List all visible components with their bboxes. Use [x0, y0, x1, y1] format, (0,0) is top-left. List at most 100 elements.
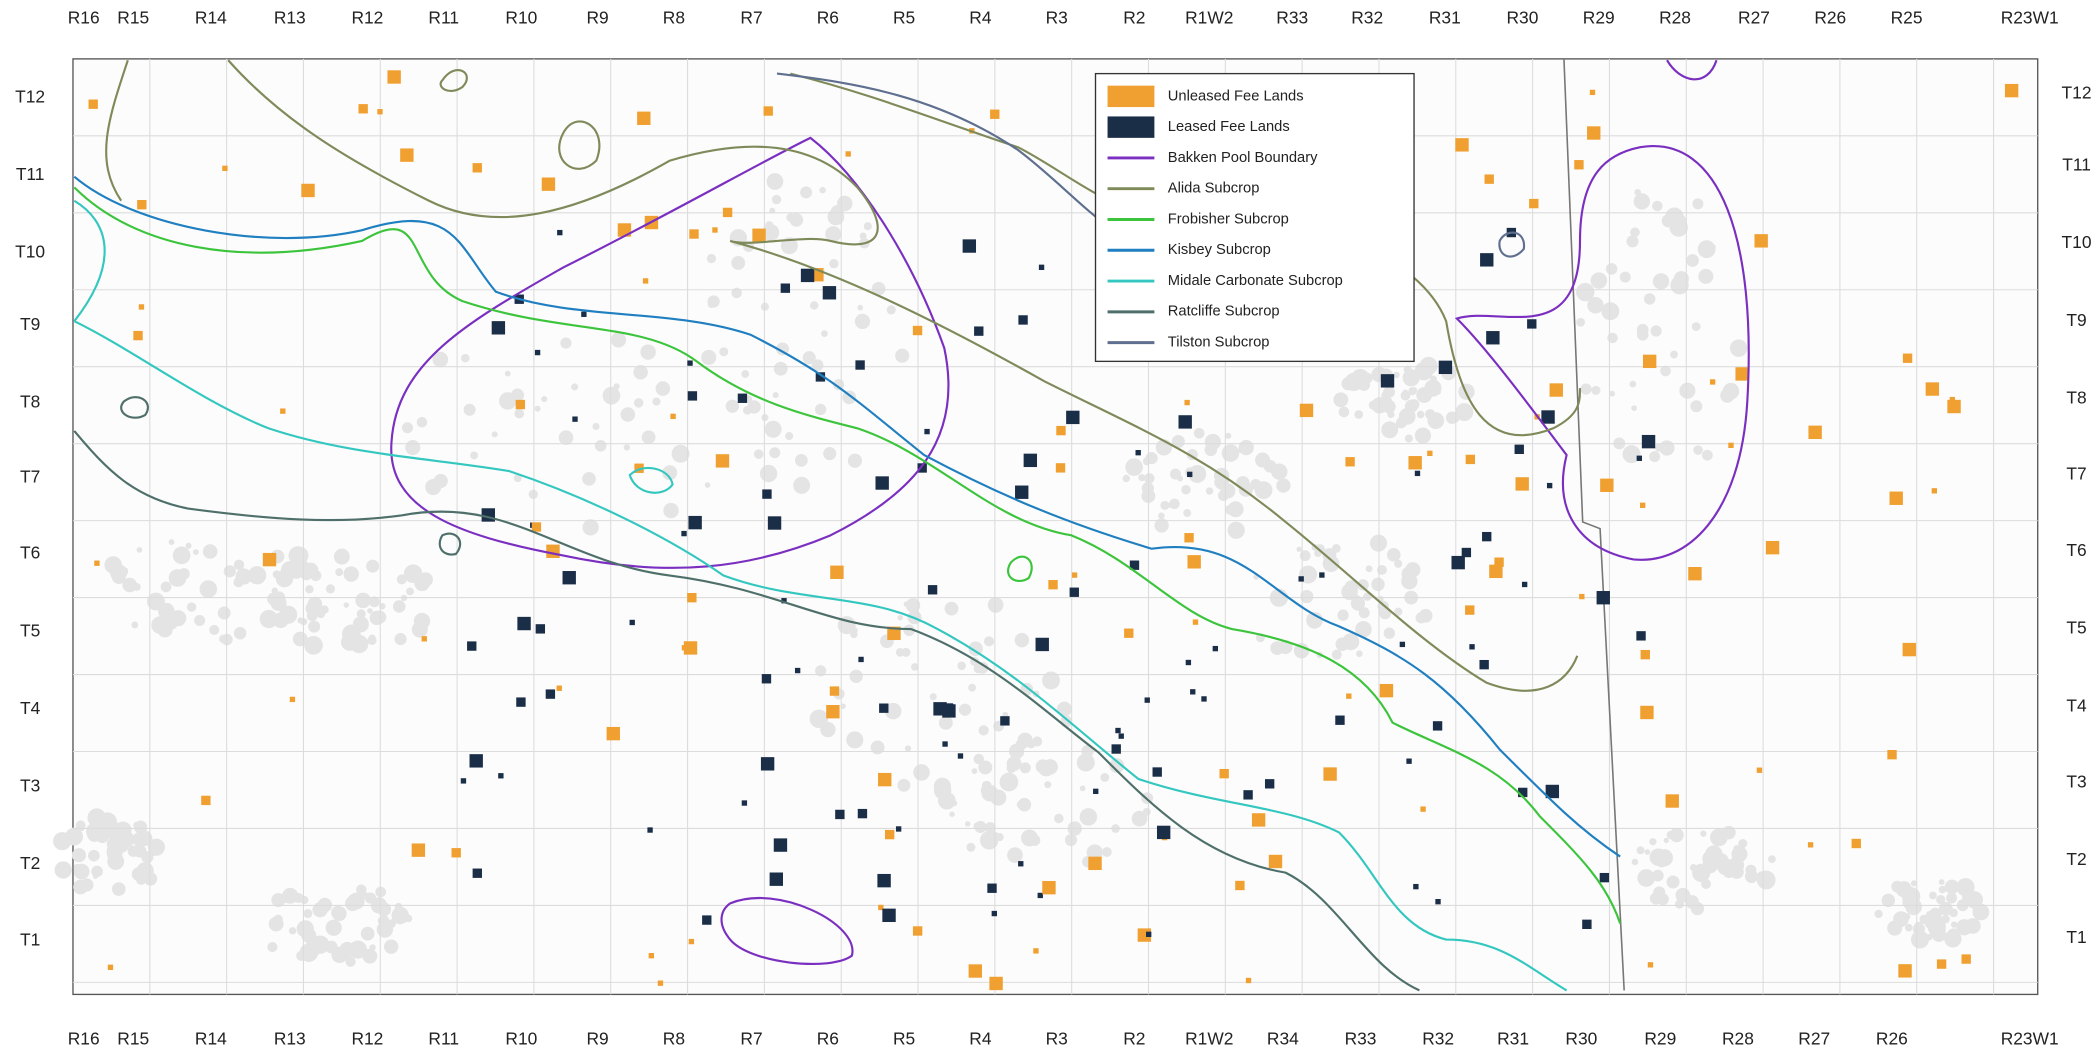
leased-parcel: [1541, 410, 1555, 424]
leased-parcel: [1582, 919, 1592, 929]
unleased-parcel: [2004, 83, 2019, 98]
well-dot: [1693, 445, 1703, 455]
well-dot: [367, 635, 377, 645]
well-dot: [104, 819, 113, 828]
range-label: R13: [274, 1029, 306, 1049]
leased-parcel: [1545, 784, 1560, 799]
unleased-parcel: [683, 641, 698, 655]
unleased-parcel: [1647, 962, 1654, 968]
well-dot: [279, 605, 298, 624]
well-dot: [633, 365, 648, 380]
range-label: R5: [893, 7, 915, 27]
unleased-parcel: [1455, 138, 1469, 152]
well-dot: [886, 305, 896, 315]
unleased-parcel: [1251, 813, 1266, 827]
leased-parcel: [822, 286, 837, 300]
well-dot: [897, 778, 911, 792]
well-dot: [355, 592, 371, 609]
well-dot: [794, 454, 808, 467]
well-dot: [1293, 642, 1310, 659]
well-dot: [1181, 485, 1191, 495]
unleased-parcel: [845, 151, 851, 157]
unleased-parcel: [1346, 693, 1352, 699]
township-label: T8: [2066, 387, 2086, 407]
well-dot: [1660, 365, 1671, 377]
leased-parcel: [1000, 716, 1010, 726]
well-dot: [1300, 589, 1314, 604]
well-dot: [1419, 356, 1438, 375]
township-label: T10: [2062, 232, 2092, 252]
well-dot: [1609, 390, 1616, 397]
range-label: R28: [1659, 7, 1691, 27]
leased-parcel: [794, 667, 801, 674]
well-dot: [1622, 445, 1641, 464]
legend-label: Ratcliffe Subcrop: [1168, 304, 1280, 320]
well-dot: [829, 258, 839, 269]
township-label: T4: [20, 698, 41, 718]
leased-parcel: [1156, 825, 1171, 840]
well-dot: [296, 950, 307, 961]
well-dot: [1079, 785, 1086, 792]
well-dot: [335, 568, 344, 577]
well-dot: [1634, 188, 1642, 196]
well-dot: [913, 764, 930, 781]
leased-parcel: [472, 868, 482, 878]
unleased-parcel: [1642, 354, 1657, 369]
leased-parcel: [535, 624, 546, 634]
well-dot: [1698, 268, 1714, 284]
unleased-parcel: [1851, 838, 1861, 849]
leased-parcel: [800, 268, 815, 283]
well-dot: [1224, 487, 1231, 494]
well-dot: [1403, 365, 1412, 374]
well-dot: [392, 600, 406, 613]
legend-label: Bakken Pool Boundary: [1168, 150, 1318, 166]
well-dot: [1905, 923, 1913, 932]
well-dot: [1361, 372, 1373, 384]
well-dot: [87, 808, 107, 827]
well-dot: [1910, 930, 1929, 949]
unleased-parcel: [301, 183, 315, 198]
range-label: R3: [1046, 1029, 1068, 1049]
well-dot: [1355, 621, 1372, 638]
unleased-parcel: [1807, 842, 1814, 848]
well-dot: [116, 835, 122, 842]
well-dot: [1035, 759, 1050, 774]
well-dot: [343, 602, 350, 608]
well-dot: [172, 546, 191, 565]
well-dot: [223, 565, 236, 578]
well-dot: [731, 256, 746, 270]
well-dot: [1626, 235, 1639, 248]
unleased-parcel: [1345, 457, 1355, 467]
well-dot: [396, 574, 407, 585]
well-dot: [1910, 880, 1917, 887]
well-dot: [602, 386, 621, 405]
leased-parcel: [1599, 872, 1610, 883]
well-dot: [303, 562, 319, 578]
unleased-parcel: [358, 104, 368, 114]
well-dot: [1427, 412, 1445, 429]
well-dot: [1416, 387, 1433, 403]
well-dot: [136, 830, 153, 847]
well-dot: [1605, 263, 1618, 275]
unleased-parcel: [1640, 649, 1650, 660]
unleased-parcel: [887, 626, 901, 641]
well-dot: [1193, 427, 1205, 439]
well-dot: [857, 304, 864, 311]
well-dot: [168, 539, 175, 546]
legend-label: Unleased Fee Lands: [1168, 88, 1304, 104]
well-dot: [911, 663, 919, 671]
well-dot: [655, 381, 671, 396]
well-dot: [1655, 849, 1673, 867]
leased-parcel: [855, 360, 865, 370]
well-dot: [870, 740, 885, 755]
leased-parcel: [761, 674, 772, 684]
well-dot: [369, 944, 376, 951]
well-dot: [1657, 893, 1669, 906]
well-dot: [1100, 773, 1110, 782]
unleased-parcel: [1754, 234, 1768, 248]
well-dot: [325, 584, 336, 594]
unleased-parcel: [1640, 705, 1654, 720]
well-dot: [356, 609, 366, 619]
legend-label: Leased Fee Lands: [1168, 119, 1290, 135]
well-dot: [944, 601, 959, 616]
